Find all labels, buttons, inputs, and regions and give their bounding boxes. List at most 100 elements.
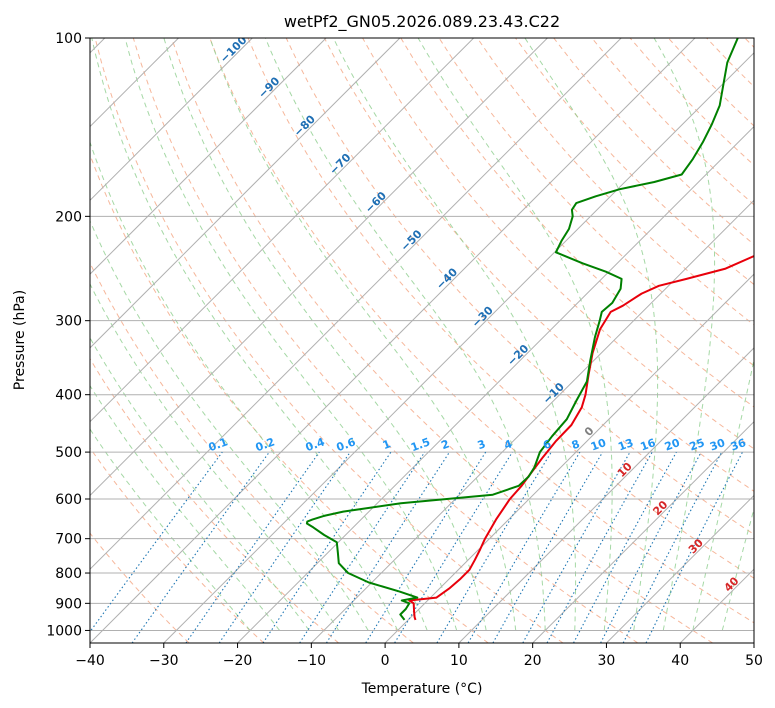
dry-adiabat-line xyxy=(247,38,754,579)
moist-adiabat-line xyxy=(124,38,458,631)
mixing-ratio-line xyxy=(622,451,723,643)
y-tick-label: 500 xyxy=(55,445,82,461)
moist-adiabat-line xyxy=(91,38,428,631)
moist-adiabat-line xyxy=(332,38,577,631)
mixing-ratio-label: 13 xyxy=(616,436,635,453)
moist-adiabat-line xyxy=(90,336,310,631)
dry-adiabat-label: 0 xyxy=(582,424,597,439)
dewpoint-profile-line xyxy=(305,38,739,621)
moist-adiabat-line xyxy=(653,38,716,631)
dry-adiabats xyxy=(90,38,754,643)
dry-adiabat-line xyxy=(362,38,754,450)
dry-adiabat-line xyxy=(90,447,265,643)
mixing-ratio-line xyxy=(573,451,677,643)
mixing-ratio-label: 2 xyxy=(439,437,451,452)
isotherm-line xyxy=(90,38,327,275)
mixing-ratio-line xyxy=(185,451,320,643)
moist-adiabat-line xyxy=(264,38,546,631)
x-tick-label: −40 xyxy=(75,653,105,669)
x-tick-label: −20 xyxy=(223,653,253,669)
mixing-ratio-line xyxy=(218,451,351,643)
dry-adiabat-label: −90 xyxy=(256,74,283,101)
moist-adiabat-line xyxy=(209,38,517,631)
moist-adiabat-line xyxy=(90,219,369,631)
isotherm-line xyxy=(90,38,622,570)
dry-adiabat-line xyxy=(553,38,754,246)
dry-adiabat-line xyxy=(90,357,339,643)
mixing-ratio-label: 10 xyxy=(589,436,608,454)
dry-adiabat-line xyxy=(629,38,754,166)
mixing-ratio-lines xyxy=(90,451,743,643)
dry-adiabat-line xyxy=(515,38,754,286)
dry-adiabat-label: 10 xyxy=(615,460,635,480)
isotherm-line xyxy=(384,273,754,643)
y-tick-label: 1000 xyxy=(46,623,82,639)
mixing-ratio-line xyxy=(467,451,581,643)
moist-adiabat-line xyxy=(524,38,659,631)
mixing-ratio-label: 0.4 xyxy=(304,435,327,454)
mixing-ratio-line xyxy=(365,451,487,643)
isotherm-line xyxy=(90,38,548,497)
dry-adiabat-line xyxy=(90,532,190,643)
mixing-ratio-line xyxy=(492,451,604,643)
mixing-ratio-label: 3 xyxy=(476,437,488,452)
x-axis-ticks: −40 −30 −20 −10 0 10 20 30 40 50 xyxy=(75,643,763,669)
mixing-ratio-label: 4 xyxy=(502,437,514,452)
mixing-ratio-line xyxy=(436,451,552,643)
dry-adiabat-line xyxy=(209,38,754,624)
y-tick-label: 800 xyxy=(55,566,82,582)
dry-adiabat-label: −30 xyxy=(469,304,496,331)
y-tick-label: 400 xyxy=(55,388,82,404)
temperature-profile-line xyxy=(408,254,754,621)
isotherm-line xyxy=(458,347,754,643)
isotherm-line xyxy=(532,420,754,643)
mixing-ratio-label: 8 xyxy=(570,437,582,452)
dry-adiabat-line xyxy=(94,38,564,643)
dry-adiabat-line xyxy=(132,38,639,643)
dry-adiabat-label: −40 xyxy=(434,265,461,292)
dry-adiabat-line xyxy=(171,38,713,643)
y-tick-label: 100 xyxy=(55,31,82,47)
x-axis-title: Temperature (°C) xyxy=(361,681,483,697)
mixing-ratio-label: 25 xyxy=(688,436,707,453)
dry-adiabat-label: −10 xyxy=(540,380,567,407)
x-tick-label: −30 xyxy=(149,653,179,669)
isotherm-line xyxy=(753,642,754,643)
isobar-grid xyxy=(90,38,754,631)
dry-adiabat-line xyxy=(706,38,754,88)
dry-adiabat-line xyxy=(90,261,414,643)
chart-title: wetPf2_GN05.2026.089.23.43.C22 xyxy=(284,12,560,32)
mixing-ratio-line xyxy=(131,451,270,643)
mixing-ratio-label: 0.6 xyxy=(335,435,358,454)
moist-adiabat-line xyxy=(90,140,399,631)
mixing-ratio-line xyxy=(262,451,392,643)
mixing-ratio-label: 0.1 xyxy=(207,435,230,454)
moist-adiabat-line xyxy=(721,506,754,631)
dry-adiabat-label: 40 xyxy=(722,574,742,594)
y-tick-label: 300 xyxy=(55,314,82,330)
dry-adiabat-line xyxy=(476,38,754,326)
dry-adiabat-label: −20 xyxy=(505,342,532,369)
mixing-ratio-label: 0.2 xyxy=(254,435,277,454)
isotherm-line xyxy=(90,38,696,643)
isotherm-line xyxy=(90,38,253,202)
isotherm-line xyxy=(310,199,754,643)
dry-adiabat-label: −60 xyxy=(363,189,390,216)
x-tick-label: 0 xyxy=(381,653,390,669)
isopleth-labels: 0.1 0.2 0.4 0.6 1 1.5 2 3 4 6 8 10 13 16 20 25 30 36 −10 0 −… xyxy=(207,38,748,595)
x-tick-label: 20 xyxy=(524,653,542,669)
mixing-ratio-line xyxy=(299,451,426,643)
dry-adiabat-line xyxy=(438,38,754,367)
isotherm-line xyxy=(90,38,401,349)
plot-area: 0.1 0.2 0.4 0.6 1 1.5 2 3 4 6 8 10 13 16 20 25 30 36 −10 0 −… xyxy=(90,38,754,643)
mixing-ratio-label: 1 xyxy=(381,437,393,452)
y-tick-label: 200 xyxy=(55,209,82,225)
x-tick-label: 40 xyxy=(671,653,689,669)
dry-adiabat-line xyxy=(400,38,754,408)
moist-adiabat-line xyxy=(163,38,487,631)
isotherm-grid xyxy=(90,38,754,643)
dry-adiabat-line xyxy=(744,38,754,48)
mixing-ratio-label: 1.5 xyxy=(409,435,432,454)
y-axis-ticks: 100 200 300 400 500 600 700 800 900 1000 xyxy=(46,31,90,639)
